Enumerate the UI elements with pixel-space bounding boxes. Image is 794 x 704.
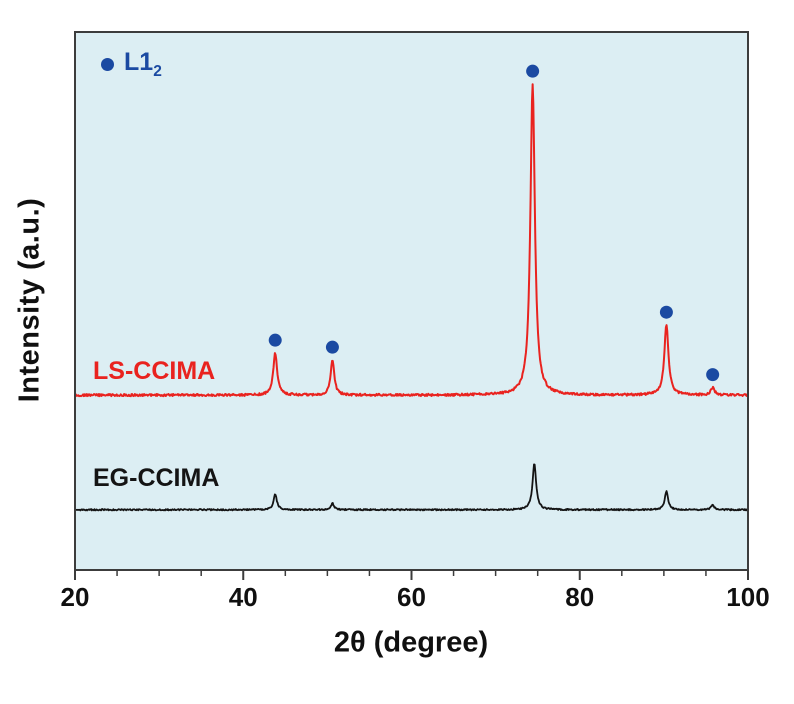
l12-peak-marker bbox=[325, 340, 339, 354]
l12-peak-marker bbox=[268, 333, 282, 347]
series-label-ls-ccima: LS-CCIMA bbox=[93, 357, 216, 385]
l12-peak-marker bbox=[659, 305, 673, 319]
l12-label-sub: 2 bbox=[153, 63, 162, 80]
x-tick-label: 40 bbox=[229, 582, 258, 612]
l12-marker-dot bbox=[101, 58, 114, 71]
x-tick-label: 60 bbox=[397, 582, 426, 612]
plot-area-background bbox=[75, 32, 748, 570]
trace-ls-ccima bbox=[74, 83, 749, 398]
series-label-eg-ccima: EG-CCIMA bbox=[93, 464, 220, 492]
l12-peak-marker bbox=[526, 64, 540, 78]
legend-l12: L12 bbox=[101, 48, 162, 81]
plot-frame bbox=[74, 31, 749, 571]
y-axis-label: Intensity (a.u.) bbox=[13, 197, 46, 403]
l12-phase-label: L12 bbox=[124, 48, 162, 81]
trace-eg-ccima bbox=[74, 463, 749, 512]
x-tick-label: 80 bbox=[565, 582, 594, 612]
x-tick-label: 20 bbox=[61, 582, 90, 612]
x-axis-label: 2θ (degree) bbox=[333, 626, 489, 659]
l12-peak-marker bbox=[706, 368, 720, 382]
x-tick-label: 100 bbox=[726, 582, 769, 612]
l12-label-main: L1 bbox=[124, 48, 154, 76]
